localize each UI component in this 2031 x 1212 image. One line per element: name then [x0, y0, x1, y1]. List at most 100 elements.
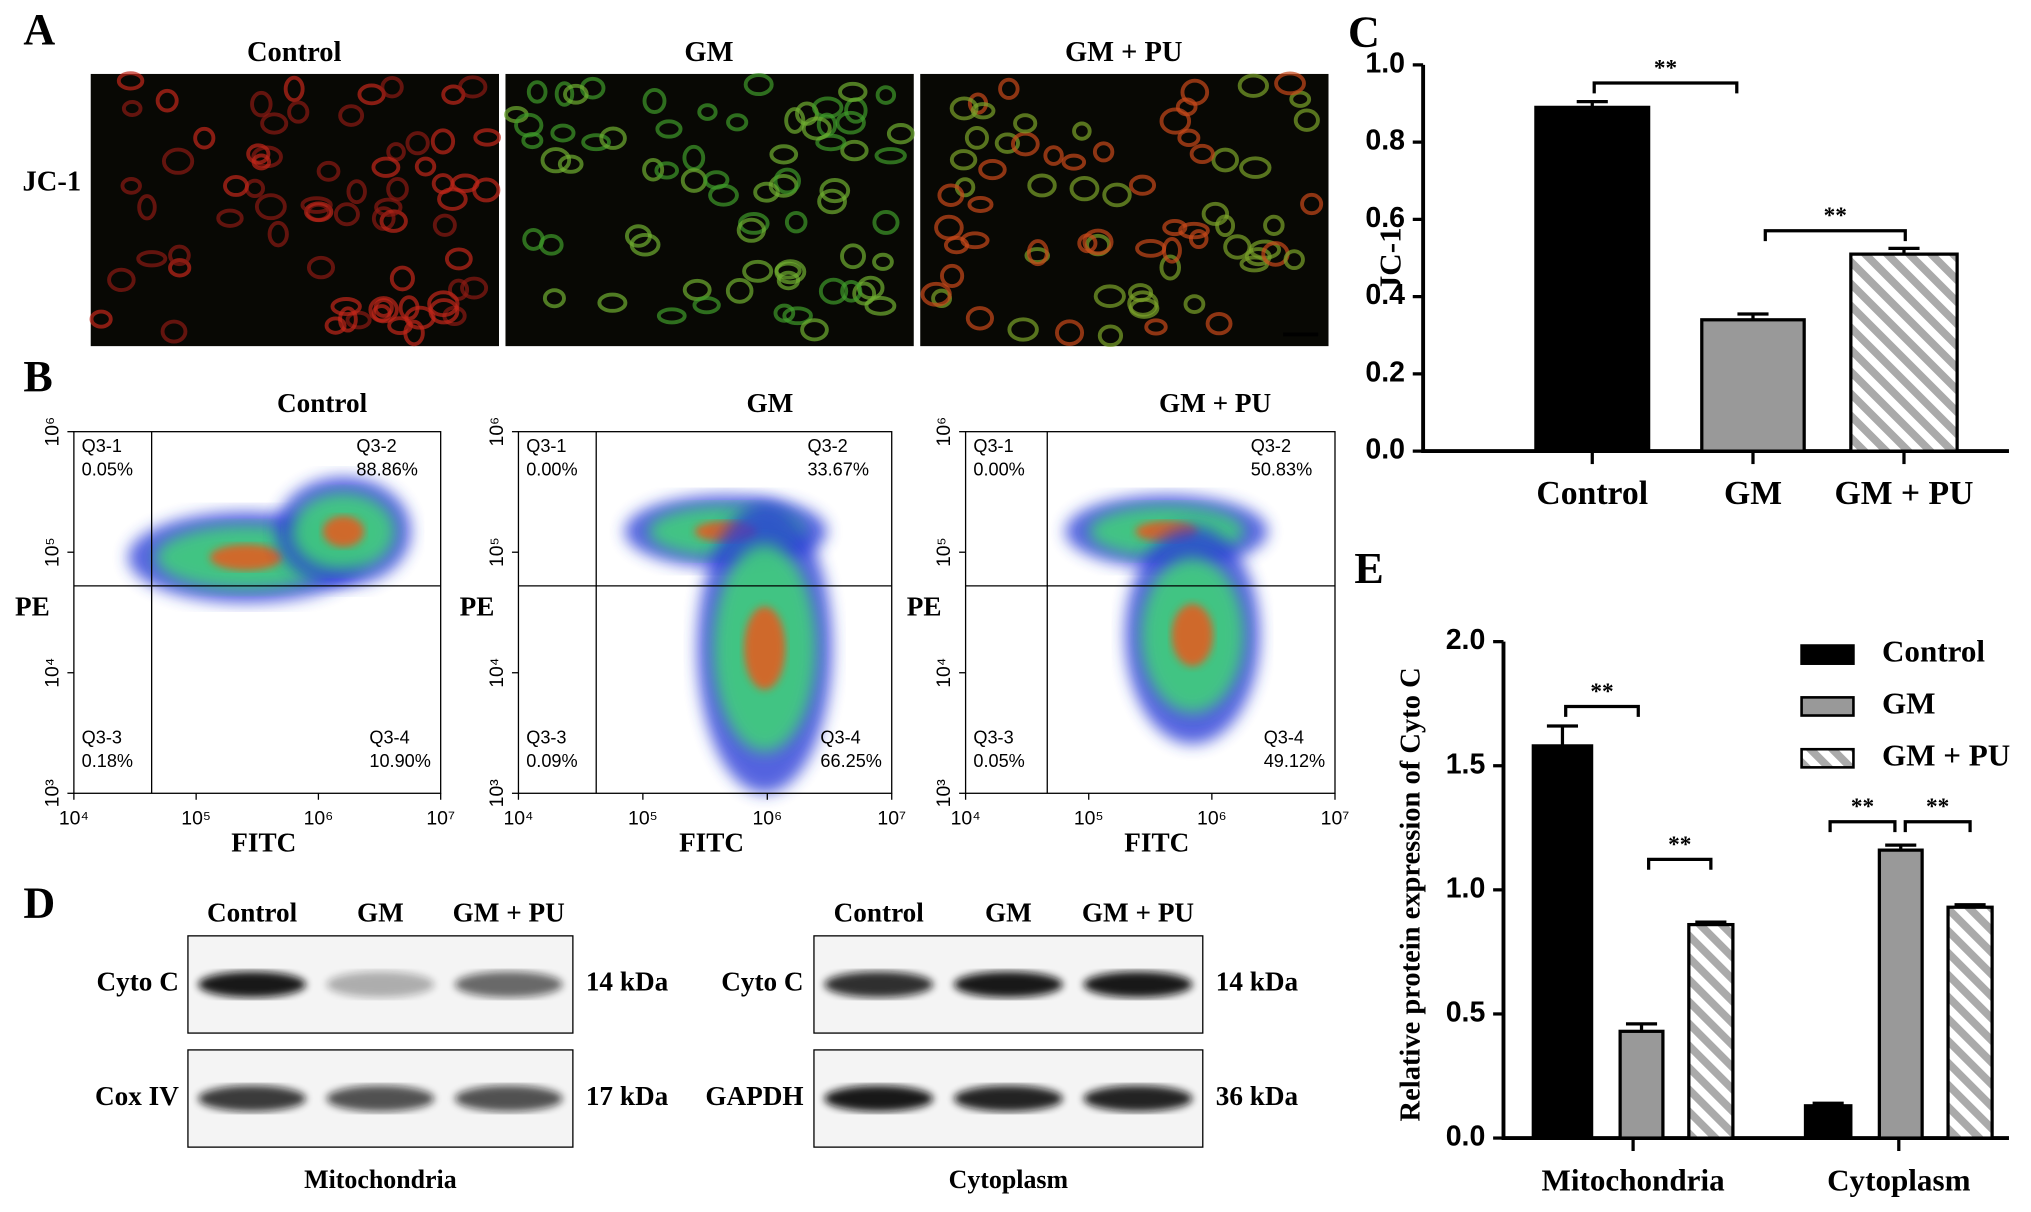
cell — [629, 232, 661, 257]
bar — [1803, 1104, 1853, 1140]
cell — [444, 247, 473, 271]
quadrant-percent: 88.86% — [356, 459, 417, 479]
cell — [1092, 141, 1115, 163]
cell — [943, 236, 970, 255]
cell — [812, 96, 844, 119]
image-title: Control — [247, 37, 342, 68]
cell — [725, 278, 754, 304]
cell — [550, 123, 576, 143]
y-tick-label: 2.0 — [1446, 624, 1486, 656]
row-label: Cox IV — [95, 1081, 179, 1111]
quadrant-name: Q3-4 — [820, 728, 860, 748]
cell — [538, 234, 564, 256]
cell — [599, 126, 627, 150]
cell — [965, 306, 994, 331]
y-tick-label: 10³ — [41, 779, 63, 808]
cell — [120, 177, 142, 195]
image-title: GM — [684, 37, 733, 68]
cell — [773, 167, 801, 195]
cell — [801, 116, 832, 141]
cell — [554, 81, 575, 107]
row-label: JC-1 — [23, 167, 82, 198]
cell — [920, 281, 952, 307]
cell — [978, 158, 1007, 181]
error-bar — [1885, 843, 1917, 851]
y-tick-label: 10⁵ — [933, 537, 955, 567]
significance-bracket — [1592, 81, 1739, 94]
y-tick-label: 0.0 — [1446, 1121, 1486, 1153]
significance-bracket — [1903, 820, 1972, 833]
cell — [864, 296, 897, 316]
cell — [937, 183, 965, 207]
cell — [642, 87, 667, 114]
cell — [840, 279, 863, 303]
band — [953, 971, 1063, 998]
plot-frame — [517, 431, 893, 794]
error-bar — [1737, 312, 1769, 320]
cell — [458, 75, 488, 99]
cell — [776, 270, 801, 291]
cell — [970, 102, 996, 120]
cell — [886, 123, 915, 145]
significance-label: ** — [1926, 794, 1949, 820]
y-tick-label: 0.6 — [1365, 202, 1405, 234]
quadrant-name: Q3-1 — [973, 436, 1013, 456]
band — [198, 971, 306, 998]
cell — [371, 156, 401, 178]
y-axis-label: PE — [907, 591, 942, 621]
band — [1083, 1085, 1193, 1112]
cell — [940, 263, 965, 288]
cell — [432, 213, 457, 237]
cell — [1159, 107, 1192, 135]
cell — [874, 147, 907, 165]
cell — [753, 181, 780, 203]
cell — [1013, 113, 1038, 134]
cell — [330, 297, 362, 316]
x-tick-label: 10⁶ — [304, 807, 334, 829]
cell — [287, 100, 310, 124]
x-tick-label: 10⁵ — [1074, 807, 1104, 829]
cell — [1162, 218, 1188, 237]
cell — [168, 258, 192, 278]
cell — [155, 88, 179, 113]
cell — [838, 81, 868, 103]
legend-label: GM — [1882, 686, 1936, 721]
quadrant-name: Q3-2 — [807, 436, 847, 456]
cell — [386, 142, 406, 162]
band — [454, 971, 563, 998]
x-tick-label: 10⁶ — [752, 807, 782, 829]
y-axis-label: Relative protein expression of Cyto C — [1395, 667, 1426, 1121]
cell — [1237, 73, 1269, 98]
cell — [964, 126, 989, 150]
cell — [368, 296, 399, 324]
x-tick-label: 10⁶ — [1197, 807, 1227, 829]
legend-swatch — [1800, 644, 1855, 665]
y-axis-label: PE — [460, 591, 495, 621]
error-bar — [1625, 1022, 1658, 1032]
cell — [403, 319, 425, 347]
cell — [949, 96, 979, 121]
cell — [656, 307, 687, 325]
y-tick-label: 0.5 — [1446, 996, 1486, 1028]
cell — [1144, 318, 1168, 336]
lane-label: GM — [985, 897, 1032, 927]
significance-label: ** — [1668, 832, 1691, 858]
lane-label: GM + PU — [1082, 897, 1194, 927]
quadrant-percent: 0.05% — [973, 751, 1024, 771]
cell — [542, 288, 566, 309]
cell — [1239, 156, 1272, 179]
cell — [316, 160, 341, 182]
legend-swatch — [1800, 696, 1855, 717]
bar — [1849, 252, 1959, 453]
cell — [1300, 192, 1324, 216]
y-tick-label: 0.0 — [1365, 434, 1405, 466]
x-axis-label: FITC — [679, 827, 744, 857]
error-bar — [1546, 724, 1579, 746]
y-tick-label: 10³ — [486, 779, 508, 808]
cell — [773, 303, 796, 323]
quadrant-name: Q3-4 — [1264, 728, 1304, 748]
cell — [472, 177, 501, 203]
lane-label: GM + PU — [453, 897, 565, 927]
lane-label: Control — [834, 897, 925, 927]
cell — [782, 306, 813, 326]
